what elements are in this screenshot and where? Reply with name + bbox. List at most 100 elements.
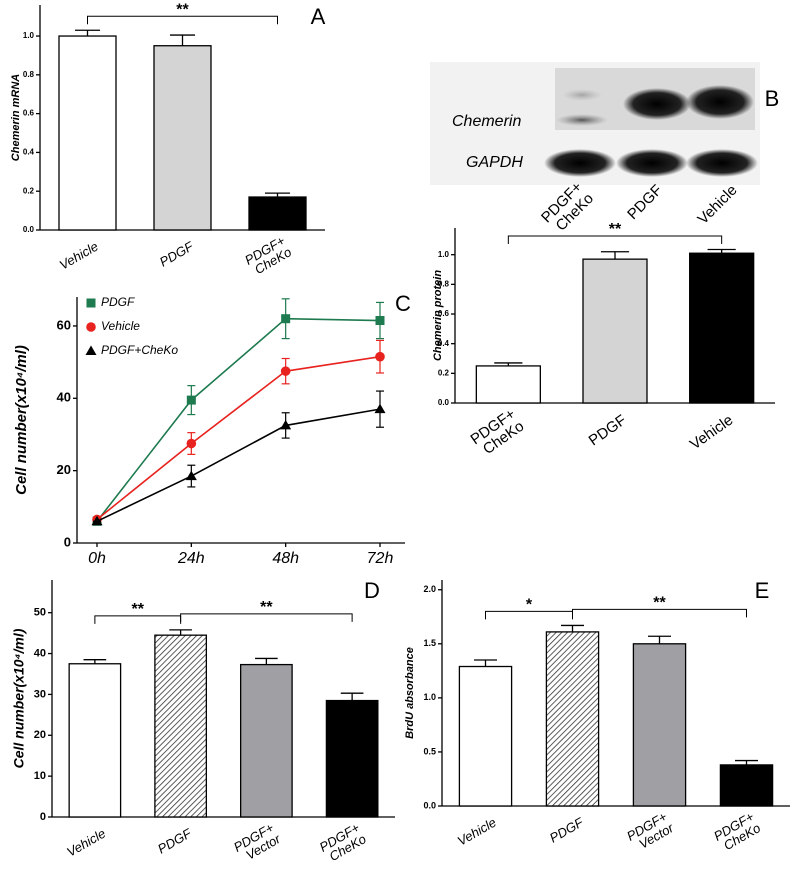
x-tick-label-group: PDGF+CheKo <box>242 233 294 277</box>
panel-letter: A <box>311 4 326 29</box>
x-tick-label-group: Vehicle <box>687 412 736 454</box>
x-tick-label: 48h <box>272 550 299 567</box>
marker <box>280 419 292 430</box>
y-tick-label: 0.2 <box>23 186 35 195</box>
x-tick-label-group: PDGF <box>155 825 195 857</box>
x-tick-label-group: 0h <box>88 550 106 567</box>
bar <box>719 764 774 807</box>
x-tick-label-group: Vehicle <box>64 826 108 860</box>
x-tick-label: Vehicle <box>57 239 101 273</box>
bar <box>239 663 293 818</box>
y-axis-label: Cell number(x10⁴/ml) <box>13 345 30 495</box>
significance-label: ** <box>653 595 666 612</box>
marker <box>281 314 291 324</box>
legend-entry: PDGF+CheKo <box>85 343 178 357</box>
panel-letter: D <box>364 578 380 603</box>
x-tick-label: Vehicle <box>455 815 499 849</box>
x-tick-label: 0h <box>88 550 106 567</box>
panel-letter: E <box>755 578 770 603</box>
y-tick-label: 30 <box>34 688 46 700</box>
significance-label: ** <box>260 599 273 616</box>
significance-label: ** <box>176 1 189 18</box>
y-tick-label: 0.6 <box>23 109 35 118</box>
y-tick-label: 0 <box>64 534 71 549</box>
x-tick-label-group: 72h <box>367 550 394 567</box>
y-tick-label: 2.0 <box>423 584 436 594</box>
legend-label: PDGF <box>101 295 135 309</box>
x-tick-label: Vehicle <box>64 826 108 860</box>
y-tick-label: 0.8 <box>438 279 450 288</box>
legend-label: PDGF+CheKo <box>101 343 178 357</box>
bar <box>689 252 755 404</box>
marker <box>86 322 96 332</box>
series-line <box>96 408 381 523</box>
y-tick-label: 0.5 <box>423 746 436 756</box>
y-tick-label: 20 <box>57 462 71 477</box>
marker <box>85 345 97 355</box>
significance-bracket <box>180 613 353 622</box>
y-tick-label: 1.0 <box>423 692 436 702</box>
y-axis-label: Cell number(x10⁴/ml) <box>11 628 27 768</box>
x-tick-label-group: PDGF+Vector <box>624 809 676 852</box>
y-tick-label: 0.0 <box>423 800 436 810</box>
x-tick-label-group: PDGF+CheKo <box>468 405 528 458</box>
blot-row-label: GAPDH <box>466 154 523 171</box>
x-tick-label: 72h <box>367 550 394 567</box>
x-tick-label: 24h <box>177 550 205 567</box>
marker <box>91 515 103 526</box>
x-tick-label-group: PDGF+Vector <box>231 820 283 863</box>
x-tick-label: PDGF <box>547 814 587 846</box>
x-tick-label-group: PDGF <box>547 814 587 846</box>
significance-label: * <box>526 597 533 614</box>
legend-entry: PDGF <box>86 295 135 309</box>
x-tick-label-group: Vehicle <box>455 815 499 849</box>
y-tick-label: 1.5 <box>423 638 436 648</box>
x-tick-label: PDGF <box>157 238 197 270</box>
marker <box>375 351 385 362</box>
marker <box>86 298 96 308</box>
significance-label: ** <box>609 221 622 238</box>
y-axis-label: Chemerin mRNA <box>10 74 22 161</box>
x-tick-label: Vehicle <box>687 412 736 454</box>
bar <box>325 699 379 818</box>
blot-row-label: Chemerin <box>452 113 521 130</box>
bar <box>545 631 600 807</box>
y-tick-label: 0.6 <box>438 309 450 318</box>
panel-letter: B <box>765 86 780 111</box>
bar <box>632 643 687 807</box>
y-tick-label: 0.4 <box>438 339 450 348</box>
significance-bracket <box>507 235 723 244</box>
marker <box>186 438 197 449</box>
x-tick-label: PDGF <box>586 412 630 450</box>
x-tick-label-group: 24h <box>177 550 205 567</box>
x-tick-label: PDGF <box>155 825 195 857</box>
y-tick-label: 40 <box>57 390 71 405</box>
legend-entry: Vehicle <box>86 319 140 333</box>
y-tick-label: 0.0 <box>23 225 35 234</box>
y-axis-label: BrdU absorbance <box>404 647 416 739</box>
blot-lane-label: PDGF <box>624 182 665 223</box>
series-line <box>96 317 381 522</box>
series-line <box>96 355 381 521</box>
bar <box>58 35 117 231</box>
x-tick-label-group: PDGF+CheKo <box>317 820 369 864</box>
x-tick-label-group: PDGF <box>157 238 197 270</box>
significance-bracket <box>87 15 278 25</box>
x-tick-label-group: PDGF+CheKo <box>711 809 763 853</box>
y-tick-label: 40 <box>34 647 46 659</box>
panel-letter: C <box>395 291 411 316</box>
y-axis-label: Chemerin protein <box>432 270 444 361</box>
x-tick-label-group: Vehicle <box>57 239 101 273</box>
western-blot: Chemerin GAPDH PDGF+ CheKo PDGF Vehicle … <box>430 62 780 234</box>
marker <box>280 366 291 376</box>
bar <box>153 45 212 231</box>
y-tick-label: 0.8 <box>23 70 35 79</box>
y-tick-label: 1.0 <box>438 250 450 259</box>
blot-lane-label: Vehicle <box>694 182 740 228</box>
bar <box>582 258 648 404</box>
significance-label: ** <box>132 601 145 618</box>
bar <box>154 634 207 818</box>
significance-bracket <box>572 608 747 618</box>
y-tick-label: 0.2 <box>438 368 450 377</box>
